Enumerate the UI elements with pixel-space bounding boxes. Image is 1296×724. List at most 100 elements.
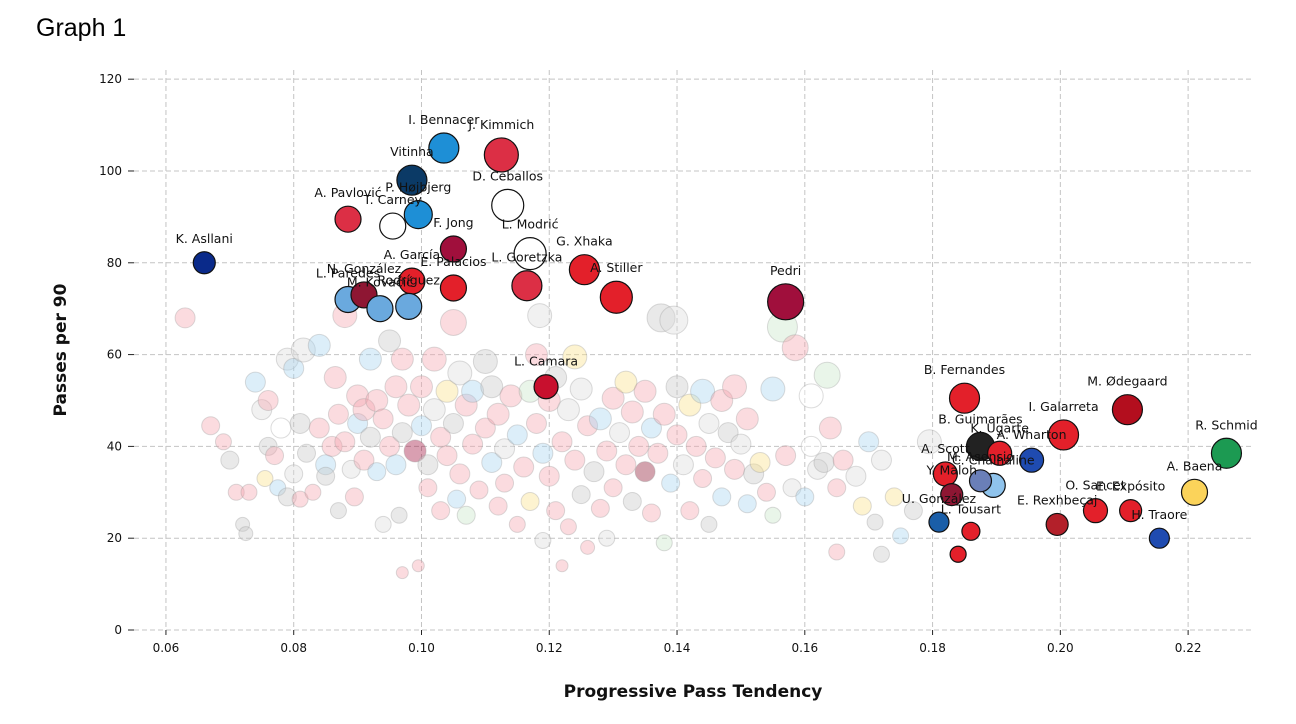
background-point [916, 429, 942, 455]
player-label: A. Scott [921, 441, 970, 456]
background-point [344, 487, 364, 507]
background-point [870, 449, 892, 471]
background-point [508, 515, 526, 533]
player-point [395, 292, 423, 320]
background-point [472, 348, 498, 374]
background-point [800, 435, 822, 457]
background-point [622, 491, 642, 511]
player-point [379, 212, 407, 240]
player-label: Rodríguez [377, 272, 440, 287]
background-point [352, 398, 376, 422]
player-label: L. Modrić [502, 217, 559, 232]
background-point [439, 308, 467, 336]
graph-title: Graph 1 [36, 14, 127, 42]
x-tick-label: 0.14 [664, 641, 691, 655]
background-point [807, 458, 829, 480]
background-point [538, 465, 560, 487]
player-label: L. Camara [514, 354, 578, 369]
background-point [290, 337, 316, 363]
background-point [449, 463, 471, 485]
player-point [568, 254, 600, 286]
player-point [1045, 512, 1069, 537]
background-point [827, 478, 847, 498]
background-point [214, 433, 232, 451]
player-label: F. Jong [433, 215, 473, 230]
background-point [661, 473, 681, 493]
background-point [872, 545, 890, 563]
background-point [590, 498, 610, 518]
background-point [374, 515, 392, 533]
background-point [409, 375, 433, 399]
player-label: G. Xhaka [556, 234, 612, 249]
background-point [641, 503, 661, 523]
player-label: T. Carney [363, 192, 423, 207]
background-point [828, 543, 846, 561]
background-point [710, 388, 734, 412]
background-point [269, 479, 287, 497]
background-point [628, 435, 650, 457]
background-point [690, 378, 716, 404]
x-tick-label: 0.10 [408, 641, 435, 655]
background-point [527, 303, 553, 329]
player-label: U. González [902, 491, 977, 506]
background-point [665, 375, 689, 399]
background-point [903, 501, 923, 521]
background-point [760, 376, 786, 402]
background-point [316, 466, 336, 486]
player-point [949, 545, 967, 563]
player-point [1180, 478, 1209, 506]
background-point [403, 439, 427, 463]
background-point [436, 445, 458, 467]
player-point [483, 137, 519, 173]
background-point [735, 407, 759, 431]
background-point [341, 459, 361, 479]
grid-lines [134, 70, 1252, 631]
x-axis-title: Progressive Pass Tendency [564, 682, 823, 702]
background-point [832, 449, 854, 471]
background-point [378, 329, 402, 353]
background-point [813, 361, 841, 389]
player-point [928, 511, 950, 533]
player-point [403, 199, 433, 230]
player-point [396, 164, 428, 196]
y-tick-label: 80 [107, 256, 122, 270]
background-point [647, 442, 669, 464]
background-point [795, 487, 815, 507]
player-point [1018, 447, 1045, 473]
player-point [599, 280, 633, 314]
x-tick-label: 0.18 [919, 641, 946, 655]
background-point [418, 478, 438, 498]
player-point [533, 374, 559, 400]
background-point [379, 435, 401, 457]
background-point [365, 388, 389, 412]
background-point [652, 402, 676, 426]
background-point [609, 422, 631, 444]
y-axis-title: Passes per 90 [51, 283, 71, 416]
background-point [499, 384, 523, 408]
background-point [892, 527, 910, 545]
background-point [397, 393, 421, 417]
player-point [1047, 419, 1080, 451]
player-label: M. Asensio [947, 449, 1014, 464]
background-point [289, 412, 311, 434]
background-point [494, 438, 516, 460]
background-point [347, 412, 369, 434]
background-point [764, 506, 782, 524]
background-point [327, 403, 349, 425]
background-point [442, 412, 464, 434]
player-point [439, 274, 468, 302]
background-point [251, 399, 273, 421]
player-point [1210, 437, 1243, 469]
background-point [358, 347, 382, 371]
background-point [659, 305, 689, 335]
background-point [598, 529, 616, 547]
background-point [698, 412, 720, 434]
player-label: R. Schmid [1195, 417, 1258, 432]
background-point [469, 480, 489, 500]
player-label: P. Højbjerg [385, 180, 451, 195]
player-point [1111, 394, 1144, 426]
background-point [201, 416, 221, 436]
background-point [775, 445, 797, 467]
background-point [421, 346, 447, 372]
background-point [430, 426, 452, 448]
